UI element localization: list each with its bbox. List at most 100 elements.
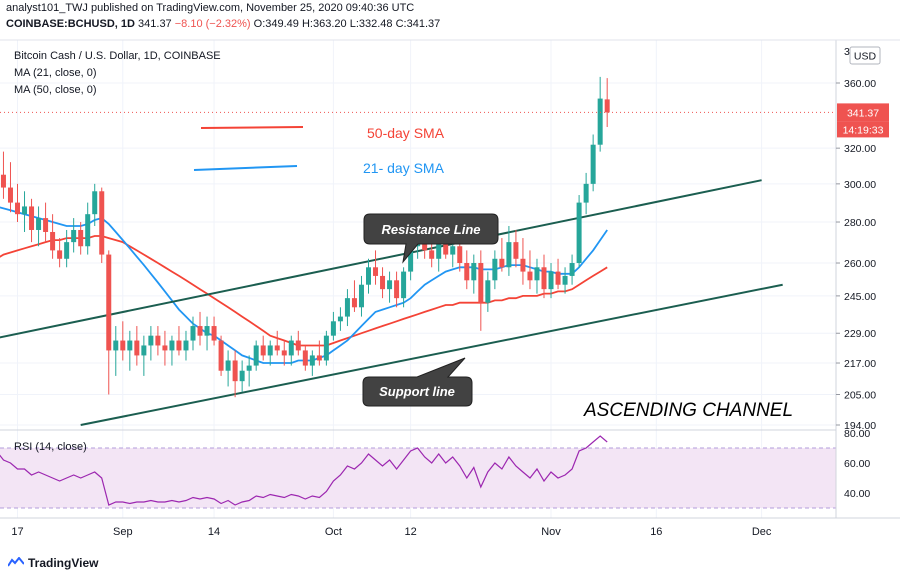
last-price-tag-box (837, 103, 889, 122)
candle (302, 345, 308, 371)
candle (106, 250, 112, 395)
candle (134, 326, 140, 366)
low-text: L:332.48 (349, 18, 393, 30)
candle (29, 198, 35, 243)
candle (590, 134, 596, 192)
candle (232, 350, 238, 398)
candle-body (120, 340, 126, 351)
candle-body (583, 183, 589, 203)
candle-body (57, 250, 63, 259)
rsi-tick-label: 40.00 (844, 488, 870, 500)
candle-body (597, 98, 603, 145)
candle-body (576, 202, 582, 264)
last-price-text: 341.37 (138, 18, 172, 30)
candle-body (534, 267, 540, 281)
price-tick-label-partial: 3 (844, 46, 850, 58)
candle (22, 191, 28, 232)
candle-body (492, 258, 498, 281)
sma50-key-line (200, 126, 304, 129)
candle (183, 330, 189, 361)
candle-body (162, 345, 168, 351)
currency-tag-text: USD (854, 51, 877, 63)
candle (569, 254, 575, 285)
candle (471, 254, 477, 294)
symbol-text: COINBASE:BCHUSD, 1D (6, 18, 135, 30)
candle-body (64, 242, 70, 259)
candle (218, 335, 224, 376)
candle-body (394, 280, 400, 299)
candle (478, 250, 484, 331)
candle-body (295, 340, 301, 351)
candle-body (176, 340, 182, 351)
candle-body (106, 254, 112, 351)
candle-body (225, 360, 231, 371)
candle-body (358, 284, 364, 308)
rsi-pane (0, 429, 836, 509)
candle (274, 330, 280, 356)
ma50-legend: MA (50, close, 0) (14, 84, 97, 96)
candle (344, 289, 350, 327)
candle (394, 271, 400, 308)
publish-text: analyst101_TWJ published on TradingView.… (6, 2, 415, 14)
candle-body (113, 340, 119, 351)
candle (295, 330, 301, 356)
candle-body (22, 206, 28, 215)
candle (0, 151, 6, 199)
open-text: O:349.49 (253, 18, 299, 30)
candle-body (457, 246, 463, 264)
candle-body (50, 231, 56, 251)
candle (57, 238, 63, 268)
candle-body (71, 229, 77, 243)
tradingview-icon (8, 557, 24, 567)
resistance-callout: Resistance Line (363, 213, 499, 264)
candle (366, 258, 371, 294)
price-tick-label: 320.00 (844, 143, 876, 155)
candle-body (99, 191, 105, 255)
candle (464, 250, 470, 290)
candle-body (302, 350, 308, 366)
candle (548, 263, 554, 299)
time-tick-label: Oct (325, 526, 342, 538)
candle (604, 78, 610, 127)
candle-body (288, 340, 294, 356)
candle (36, 206, 42, 247)
candle (583, 172, 589, 215)
candle (520, 238, 526, 285)
candle-body (387, 280, 393, 290)
overlays: USD 341.37 14:19:33 50-day SMA 21- day SMA Re… (0, 46, 889, 421)
candle-body (443, 242, 449, 255)
candle-body (569, 263, 575, 276)
candle (499, 238, 505, 272)
footer (0, 548, 900, 577)
candle (527, 250, 533, 290)
candle-body (127, 340, 133, 351)
candle-body (450, 246, 456, 255)
countdown-tag-text: 14:19:33 (843, 124, 884, 136)
support-callout-text: Support line (379, 384, 455, 399)
price-tick-label: 360.00 (844, 78, 876, 90)
candle-body (366, 267, 371, 285)
close-text: C:341.37 (395, 18, 441, 30)
candle (15, 183, 20, 223)
currency-tag-box (849, 46, 881, 65)
candle (246, 355, 252, 387)
candle (169, 335, 175, 366)
candle (155, 326, 161, 356)
candle (562, 267, 568, 294)
candle-body (478, 263, 484, 303)
time-tick-label: 14 (208, 526, 220, 538)
candle (43, 202, 49, 243)
candle-body (316, 355, 322, 361)
candle-body (260, 345, 266, 356)
candle (337, 307, 343, 331)
candle (513, 229, 519, 268)
candle-body (499, 258, 505, 268)
pattern-label: ASCENDING CHANNEL (583, 400, 793, 421)
candle (267, 340, 273, 366)
candle-body (373, 267, 379, 276)
candle-body (148, 335, 154, 346)
candle (351, 280, 357, 312)
price-tick-label: 280.00 (844, 217, 876, 229)
tradingview-brand-text: TradingView (28, 556, 99, 570)
